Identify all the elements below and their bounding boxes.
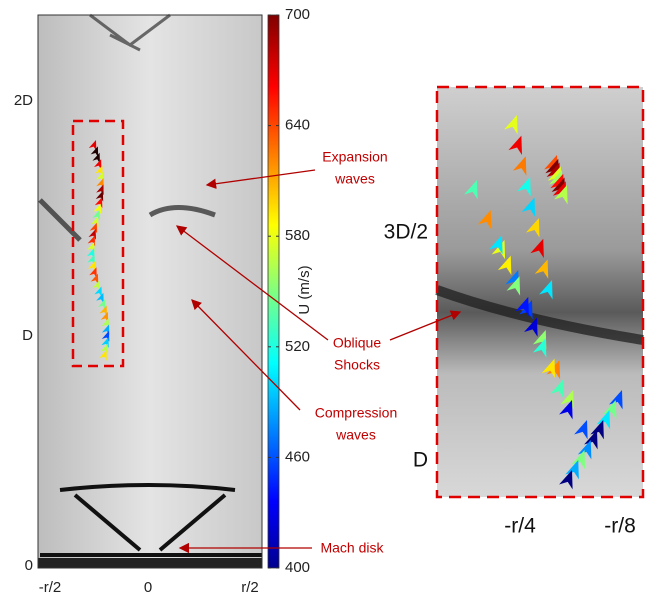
annotation: waves — [335, 427, 376, 443]
colorbar-tick-label: 460 — [285, 448, 310, 465]
colorbar — [268, 15, 279, 568]
annotation: Shocks — [334, 357, 380, 373]
x-tick-label: 0 — [144, 579, 152, 596]
annotation: Compression — [315, 405, 397, 421]
zoom-image — [437, 87, 643, 497]
zoom-y-tick-label: 3D/2 — [384, 221, 428, 244]
schlieren-image — [38, 15, 262, 568]
colorbar-tick-label: 700 — [285, 6, 310, 23]
colorbar-tick-label: 400 — [285, 559, 310, 576]
y-tick-label: 2D — [14, 92, 33, 109]
y-tick-label: D — [22, 327, 33, 344]
zoom-x-tick-label: -r/4 — [504, 515, 536, 538]
y-tick-label: 0 — [25, 557, 33, 574]
annotation: Mach disk — [320, 540, 384, 556]
colorbar-tick-label: 640 — [285, 117, 310, 134]
colorbar-label: U (m/s) — [296, 265, 313, 314]
x-tick-label: -r/2 — [39, 579, 62, 596]
zoom-y-tick-label: D — [413, 449, 428, 472]
annotation: Expansion — [322, 149, 387, 165]
x-tick-label: r/2 — [241, 579, 259, 596]
annotation: waves — [334, 171, 375, 187]
colorbar-tick-label: 520 — [285, 338, 310, 355]
colorbar-tick-label: 580 — [285, 227, 310, 244]
figure: U (m/s) -r/2 0 r/2 0 D 2D -r/4 -r/8 D 3D… — [0, 0, 660, 597]
annotation: Oblique — [333, 335, 381, 351]
zoom-x-tick-label: -r/8 — [604, 515, 636, 538]
